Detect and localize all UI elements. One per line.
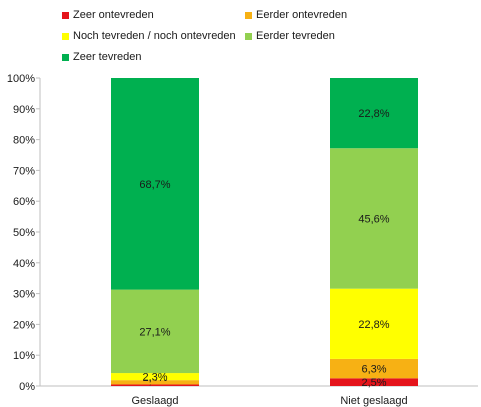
bar-segment [330, 78, 418, 149]
bar-segment [111, 373, 199, 381]
data-label: 27,1% [139, 326, 170, 338]
y-tick-label: 50% [13, 227, 35, 239]
bar-segment [111, 380, 199, 385]
y-tick-label: 60% [13, 196, 35, 208]
x-tick-label: Niet geslaagd [340, 395, 407, 407]
y-tick-label: 20% [13, 319, 35, 331]
y-tick-label: 0% [19, 381, 35, 393]
legend-label: Eerder ontevreden [256, 9, 348, 21]
legend-item: Zeer tevreden [62, 51, 141, 63]
y-tick-label: 40% [13, 258, 35, 270]
data-label: 6,3% [361, 364, 386, 376]
data-label: 45,6% [358, 213, 389, 225]
y-tick-label: 100% [7, 73, 35, 85]
legend-swatch [62, 11, 69, 19]
y-tick-label: 70% [13, 165, 35, 177]
legend-label: Noch tevreden / noch ontevreden [73, 30, 236, 42]
bar-segment [330, 358, 418, 379]
legend-swatch [245, 32, 252, 40]
y-tick-label: 10% [13, 350, 35, 362]
data-label: 68,7% [139, 179, 170, 191]
data-label: 2,3% [142, 372, 167, 384]
y-tick-label: 90% [13, 104, 35, 116]
legend-label: Zeer tevreden [73, 51, 142, 63]
legend-swatch [62, 32, 69, 40]
legend-item: Eerder tevreden [245, 30, 335, 42]
bar-segment [111, 78, 199, 290]
data-label: 22,8% [358, 319, 389, 331]
bar-segment [330, 378, 418, 386]
legend-label: Eerder tevreden [256, 30, 335, 42]
legend-item: Zeer ontevreden [62, 9, 154, 21]
y-tick-label: 80% [13, 135, 35, 147]
legend-swatch [62, 53, 69, 61]
data-label: 2,5% [361, 377, 386, 389]
legend-item: Noch tevreden / noch ontevreden [62, 30, 236, 42]
bar-segment [330, 288, 418, 359]
bar-segment [111, 384, 199, 386]
x-tick-label: Geslaagd [131, 395, 178, 407]
data-label: 22,8% [358, 108, 389, 120]
legend-label: Zeer ontevreden [73, 9, 154, 21]
legend-swatch [245, 11, 252, 19]
legend-item: Eerder ontevreden [245, 9, 347, 21]
bar-segment [111, 289, 199, 374]
bar-segment [330, 148, 418, 289]
y-tick-label: 30% [13, 289, 35, 301]
